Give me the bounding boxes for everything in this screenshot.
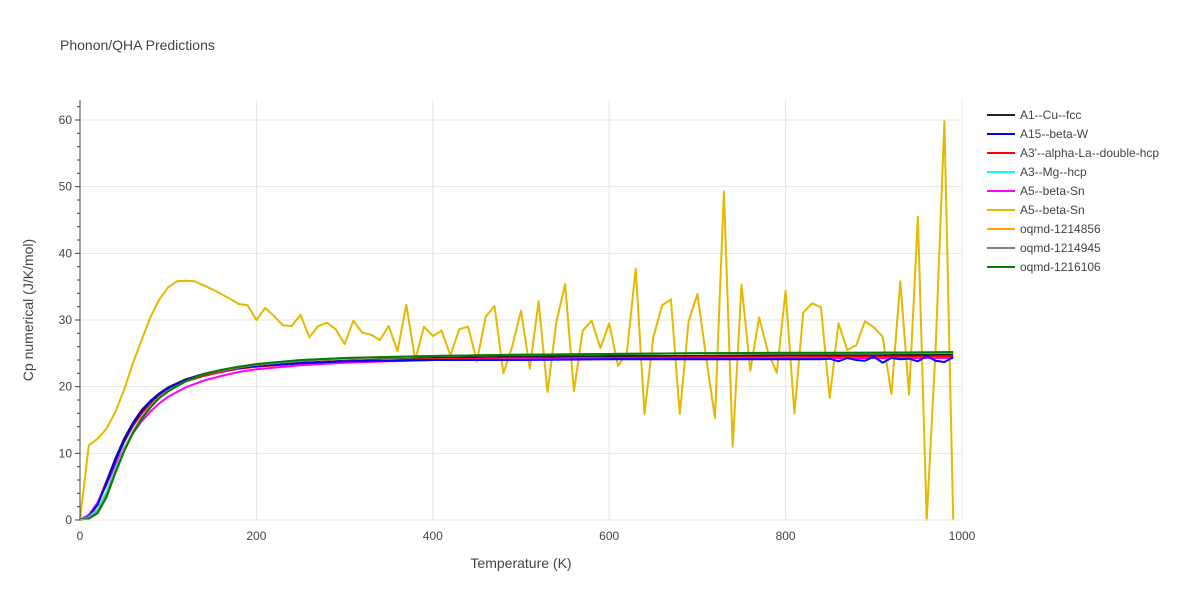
legend-item[interactable]: A3--Mg--hcp — [987, 165, 1087, 179]
y-tick-label: 0 — [65, 513, 72, 527]
legend: A1--Cu--fcc A15--beta-W A3'--alpha-La--dou… — [987, 108, 1159, 274]
y-tick-label: 60 — [59, 113, 73, 127]
series-line-8 — [79, 351, 954, 521]
series-line-1 — [79, 355, 954, 521]
x-tick-label: 600 — [599, 529, 619, 543]
y-tick-label: 20 — [59, 380, 73, 394]
legend-item[interactable]: oqmd-1216106 — [987, 260, 1101, 274]
legend-label: A3'--alpha-La--double-hcp — [1020, 146, 1159, 160]
x-tick-label: 400 — [423, 529, 443, 543]
x-tick-label: 800 — [776, 529, 796, 543]
x-tick-label: 0 — [77, 529, 84, 543]
legend-label: A15--beta-W — [1020, 127, 1089, 141]
legend-label: A5--beta-Sn — [1020, 184, 1085, 198]
x-tick-label: 200 — [246, 529, 266, 543]
legend-item[interactable]: A3'--alpha-La--double-hcp — [987, 146, 1159, 160]
x-axis-label: Temperature (K) — [470, 555, 571, 571]
legend-label: A3--Mg--hcp — [1020, 165, 1087, 179]
legend-item[interactable]: A5--beta-Sn — [987, 203, 1085, 217]
axis-layer: 0 200 400 600 800 1000 0 10 20 30 40 50 60 — [59, 100, 976, 543]
legend-item[interactable]: A5--beta-Sn — [987, 184, 1085, 198]
legend-label: oqmd-1214945 — [1020, 241, 1101, 255]
legend-item[interactable]: oqmd-1214856 — [987, 222, 1101, 236]
chart-title: Phonon/QHA Predictions — [60, 37, 215, 53]
series-layer — [79, 120, 955, 521]
y-axis-label: Cp numerical (J/K/mol) — [20, 239, 36, 381]
legend-item[interactable]: oqmd-1214945 — [987, 241, 1101, 255]
grid-layer — [80, 100, 963, 520]
legend-label: A1--Cu--fcc — [1020, 108, 1081, 122]
legend-label: oqmd-1214856 — [1020, 222, 1101, 236]
y-tick-label: 30 — [59, 313, 73, 327]
legend-label: A5--beta-Sn — [1020, 203, 1085, 217]
legend-item[interactable]: A1--Cu--fcc — [987, 108, 1081, 122]
y-tick-label: 40 — [59, 246, 73, 260]
legend-item[interactable]: A15--beta-W — [987, 127, 1089, 141]
legend-label: oqmd-1216106 — [1020, 260, 1101, 274]
y-tick-label: 50 — [59, 180, 73, 194]
x-tick-label: 1000 — [949, 529, 976, 543]
y-tick-label: 10 — [59, 446, 73, 460]
series-line-5 — [79, 120, 955, 521]
